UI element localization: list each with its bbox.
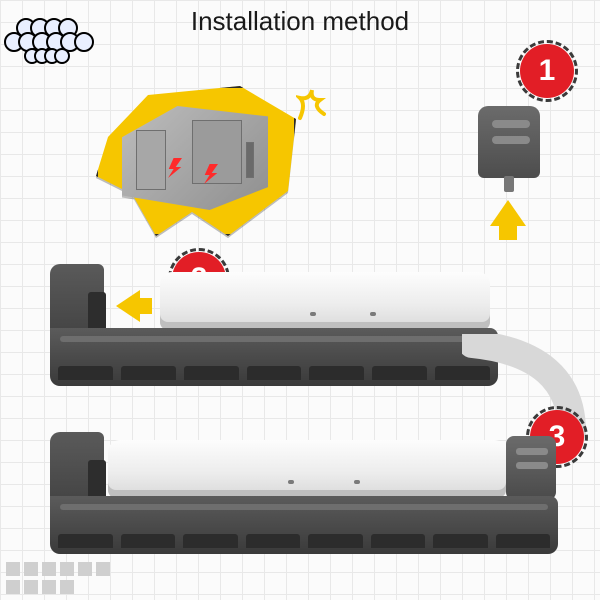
- callout-detail: [96, 86, 296, 236]
- connector-piece: [478, 106, 540, 178]
- cloud-decor: [8, 18, 138, 82]
- spark-squiggle-icon: [296, 78, 346, 128]
- connector-docked: [506, 436, 556, 500]
- step-badge-1: 1: [520, 44, 574, 98]
- corner-decor: [6, 562, 110, 594]
- dock-base: [50, 496, 558, 554]
- dock-base: [50, 328, 498, 386]
- step-number: 1: [539, 54, 556, 88]
- assembly-step2: [50, 272, 520, 392]
- arrow-up-icon: [490, 200, 526, 226]
- console-body: [160, 272, 490, 330]
- assembly-step3: [50, 440, 570, 564]
- console-body: [108, 440, 506, 498]
